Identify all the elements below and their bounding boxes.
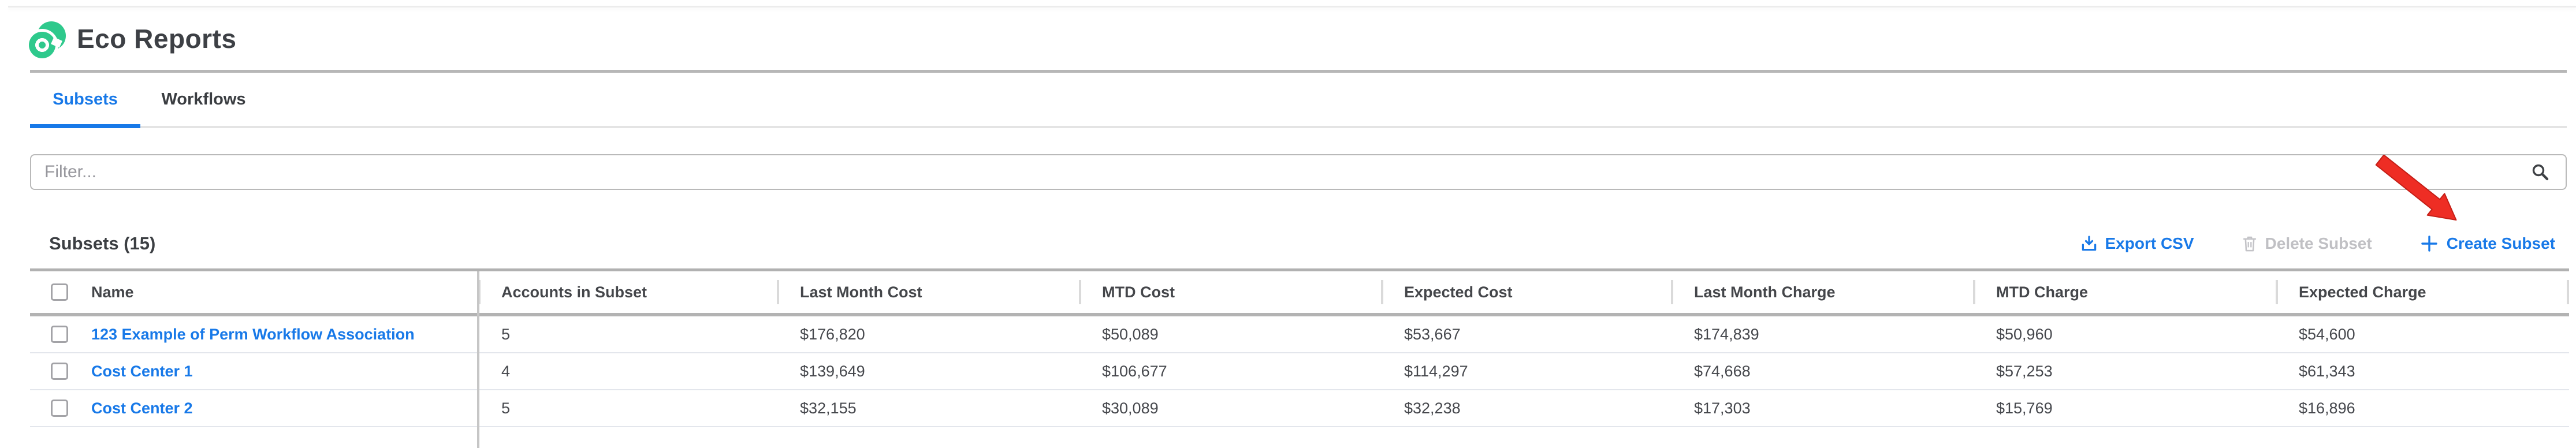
trash-icon: [2243, 236, 2256, 252]
value-cell: $54,600: [2299, 325, 2355, 343]
download-icon: [2082, 236, 2096, 251]
value-cell: $32,238: [1404, 399, 1461, 417]
column-label: Expected Cost: [1404, 283, 1513, 301]
value-cell: 5: [501, 399, 511, 417]
column-header-1: Accounts in Subset: [478, 271, 777, 313]
value-cell: $15,769: [1996, 399, 2053, 417]
value-cell: 4: [501, 362, 511, 380]
column-header-2: Last Month Cost: [777, 271, 1079, 313]
value-cell: $30,089: [1102, 399, 1159, 417]
table-header-row: Name Accounts in Subset Last Month Cost MTD…: [30, 271, 2569, 316]
top-divider: [8, 6, 2576, 8]
table-body: 123 Example of Perm Workflow Association…: [30, 316, 2569, 427]
name-cell: Cost Center 1: [30, 353, 478, 389]
tab-workflows-label: Workflows: [161, 89, 246, 109]
subset-name-link[interactable]: 123 Example of Perm Workflow Association: [91, 325, 415, 343]
delete-subset-button[interactable]: Delete Subset: [2242, 234, 2372, 253]
logo-swirl: [29, 32, 55, 58]
export-csv-label: Export CSV: [2105, 234, 2194, 252]
brand-logo: [29, 19, 67, 61]
subset-name-link[interactable]: Cost Center 2: [91, 399, 193, 417]
action-bar: Export CSV Delete Subset Create Subset: [2080, 231, 2555, 256]
column-label: Last Month Cost: [800, 283, 922, 301]
table-row: 123 Example of Perm Workflow Association…: [30, 316, 2569, 353]
table-row: Cost Center 2 5 $32,155 $30,089 $32,238 $17,3…: [30, 390, 2569, 427]
value-cell: 5: [501, 325, 511, 343]
create-subset-label: Create Subset: [2446, 234, 2555, 252]
select-all-checkbox[interactable]: [51, 283, 68, 301]
value-cell: $106,677: [1102, 362, 1167, 380]
section-heading: Subsets (15): [49, 233, 156, 253]
value-cell: $17,303: [1694, 399, 1751, 417]
tab-subsets-label: Subsets: [53, 89, 118, 109]
value-cell: $74,668: [1694, 362, 1751, 380]
subsets-table: Name Accounts in Subset Last Month Cost MTD…: [30, 268, 2569, 448]
create-subset-button[interactable]: Create Subset: [2419, 234, 2555, 253]
value-cell: $16,896: [2299, 399, 2355, 417]
column-label: Name: [91, 283, 134, 301]
plus-icon: [2421, 236, 2437, 252]
column-label: MTD Charge: [1996, 283, 2089, 301]
column-header-4: Expected Cost: [1381, 271, 1671, 313]
page-title: Eco Reports: [77, 24, 237, 54]
column-header-3: MTD Cost: [1079, 271, 1381, 313]
tab-bar: Subsets Workflows: [30, 73, 2567, 128]
filter-bar: [30, 154, 2567, 190]
value-cell: $61,343: [2299, 362, 2355, 380]
value-cell: $114,297: [1404, 362, 1468, 380]
column-header-6: MTD Charge: [1973, 271, 2276, 313]
value-cell: $176,820: [800, 325, 865, 343]
value-cell: $50,960: [1996, 325, 2053, 343]
row-checkbox[interactable]: [51, 326, 68, 343]
table-row: Cost Center 1 4 $139,649 $106,677 $114,297 $7…: [30, 353, 2569, 390]
filter-input[interactable]: [30, 154, 2567, 190]
name-cell: Cost Center 2: [30, 390, 478, 426]
search-icon: [2532, 164, 2549, 181]
name-column-divider: [477, 271, 479, 448]
value-cell: $50,089: [1102, 325, 1159, 343]
column-header-7: Expected Charge: [2276, 271, 2569, 313]
value-cell: $53,667: [1404, 325, 1461, 343]
value-cell: $139,649: [800, 362, 865, 380]
row-checkbox[interactable]: [51, 363, 68, 380]
export-csv-button[interactable]: Export CSV: [2080, 234, 2194, 253]
tab-workflows[interactable]: Workflows: [140, 73, 267, 126]
tab-subsets[interactable]: Subsets: [30, 73, 140, 128]
column-header-0: Name: [30, 271, 478, 313]
column-label: Accounts in Subset: [501, 283, 647, 301]
table-row-stub: [30, 427, 2569, 447]
name-cell: 123 Example of Perm Workflow Association: [30, 316, 478, 352]
value-cell: $57,253: [1996, 362, 2053, 380]
column-label: Last Month Charge: [1694, 283, 1836, 301]
column-label: MTD Cost: [1102, 283, 1175, 301]
value-cell: $174,839: [1694, 325, 1759, 343]
value-cell: $32,155: [800, 399, 857, 417]
delete-subset-label: Delete Subset: [2265, 234, 2372, 252]
row-checkbox[interactable]: [51, 400, 68, 417]
column-label: Expected Charge: [2299, 283, 2426, 301]
column-header-5: Last Month Charge: [1671, 271, 1973, 313]
subset-name-link[interactable]: Cost Center 1: [91, 362, 193, 380]
header-divider: [30, 70, 2567, 73]
